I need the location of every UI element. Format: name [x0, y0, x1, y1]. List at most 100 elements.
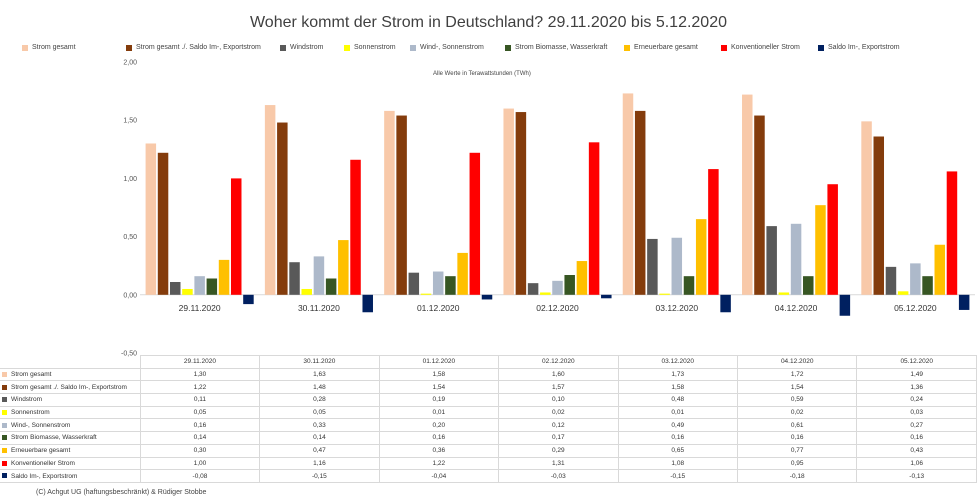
table-row: Wind-, Sonnenstrom 0,16 0,33 0,20 0,12 0,49 0,…	[0, 418, 977, 433]
row-swatch	[2, 371, 7, 377]
legend-swatch	[344, 44, 350, 51]
bar	[934, 244, 946, 295]
table-cell: 1,54	[378, 380, 500, 395]
bar	[778, 292, 790, 295]
bar	[481, 294, 493, 300]
legend-item: Wind-, Sonnenstrom	[410, 44, 484, 51]
table-header-cell: 04.12.2020	[736, 355, 858, 369]
table-cell: 1,00	[139, 456, 261, 471]
bar	[350, 159, 361, 295]
table-row: Strom Biomasse, Wasserkraft 0,14 0,14 0,16 0…	[0, 431, 977, 445]
table-cell: 0,24	[856, 393, 977, 407]
table-header-cell: 02.12.2020	[498, 355, 619, 369]
table-cell: 1,36	[856, 380, 977, 395]
table-cell: 1,31	[498, 456, 619, 471]
bar	[169, 282, 181, 295]
bar	[861, 121, 872, 295]
table-cell: 1,49	[856, 367, 977, 382]
legend-label: Strom Biomasse, Wasserkraft	[515, 44, 608, 51]
bar	[766, 226, 777, 295]
legend-item: Erneuerbare gesamt	[624, 44, 698, 51]
table-cell: 0,43	[856, 443, 977, 458]
bar	[157, 152, 169, 295]
table-row-header: Strom Biomasse, Wasserkraft	[0, 431, 141, 445]
legend-label: Strom gesamt	[32, 44, 76, 51]
copyright-note: (C) Achgut UG (haftungsbeschränkt) & Rüd…	[36, 489, 207, 496]
table-cell: 0,16	[736, 431, 858, 445]
legend-item: Strom gesamt ./. Saldo Im-, Exportstrom	[126, 44, 261, 51]
legend-label: Konventioneller Strom	[731, 44, 800, 51]
y-tick-label: 0,00	[123, 292, 137, 299]
legend-label: Wind-, Sonnenstrom	[420, 44, 484, 51]
row-swatch	[2, 397, 7, 403]
legend-item: Konventioneller Strom	[721, 44, 800, 51]
row-swatch	[2, 384, 7, 390]
table-cell: 1,63	[259, 367, 380, 382]
y-tick-label: 1,50	[123, 118, 137, 125]
table-cell: 0,48	[617, 393, 738, 407]
legend-swatch	[410, 44, 416, 51]
row-swatch	[2, 473, 7, 479]
bar	[338, 240, 349, 295]
bar	[790, 223, 802, 295]
row-swatch	[2, 435, 7, 441]
x-category-label: 03.12.2020	[656, 303, 699, 313]
bar	[827, 184, 838, 295]
bar	[659, 293, 670, 295]
table-row: Strom gesamt ./. Saldo Im-, Exportstrom 1…	[0, 380, 977, 395]
bar	[182, 288, 193, 295]
table-cell: 0,02	[736, 405, 858, 420]
table-cell: 0,95	[736, 456, 858, 471]
table-cell: 0,29	[498, 443, 619, 458]
x-category-label: 05.12.2020	[894, 303, 937, 313]
table-cell: 0,19	[378, 393, 500, 407]
table-header-cell: 01.12.2020	[378, 355, 500, 369]
row-label: Wind-, Sonnenstrom	[11, 421, 71, 429]
legend-item: Windstrom	[280, 44, 323, 51]
table-cell: 0,77	[736, 443, 858, 458]
bar	[145, 143, 157, 295]
table-cell: 0,11	[139, 393, 261, 407]
bar	[264, 105, 276, 295]
table-cell: 0,02	[498, 405, 619, 420]
table-cell: 0,27	[856, 418, 977, 433]
bar	[647, 238, 658, 295]
bar	[803, 276, 814, 295]
table-header-cell: 30.11.2020	[259, 355, 380, 369]
table-cell: 0,14	[139, 431, 261, 445]
table-corner	[0, 355, 141, 369]
bar	[622, 93, 634, 295]
bar	[708, 169, 719, 295]
row-swatch	[2, 409, 7, 415]
legend-item: Sonnenstrom	[344, 44, 396, 51]
table-cell: 1,30	[139, 367, 261, 382]
bar	[277, 122, 288, 295]
table-cell: 1,72	[736, 367, 858, 382]
table-header-cell: 05.12.2020	[856, 355, 977, 369]
bar	[313, 256, 325, 295]
table-cell: 0,10	[498, 393, 619, 407]
table-cell: 1,22	[139, 380, 261, 395]
bar	[922, 276, 933, 295]
table-row-header: Windstrom	[0, 393, 141, 407]
table-cell: 0,20	[378, 418, 500, 433]
table-cell: 0,28	[259, 393, 380, 407]
bar	[588, 142, 600, 295]
bar	[432, 271, 444, 295]
table-cell: 1,48	[259, 380, 380, 395]
bar	[742, 94, 753, 295]
table-row-header: Strom gesamt	[0, 367, 141, 382]
y-tick-label: 0,50	[123, 234, 137, 241]
table-cell: 0,16	[856, 431, 977, 445]
table-cell: 0,36	[378, 443, 500, 458]
y-tick-label: -0,50	[121, 351, 137, 358]
row-label: Saldo Im-, Exportstrom	[11, 472, 78, 480]
row-label: Konventioneller Strom	[11, 459, 75, 467]
bar	[601, 294, 612, 299]
row-label: Strom Biomasse, Wasserkraft	[11, 434, 97, 442]
legend-item: Strom Biomasse, Wasserkraft	[505, 44, 607, 51]
table-cell: 1,16	[259, 456, 380, 471]
bar	[420, 293, 432, 295]
table-cell: 0,59	[736, 393, 858, 407]
row-label: Strom gesamt ./. Saldo Im-, Exportstrom	[11, 383, 127, 391]
